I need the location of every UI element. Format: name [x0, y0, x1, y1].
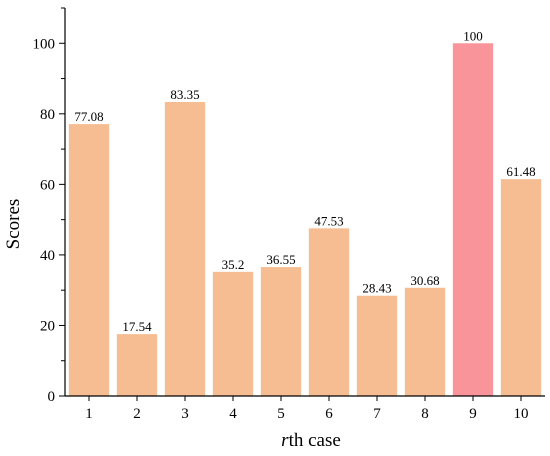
data-label-2: 17.54 — [122, 319, 152, 334]
y-tick-label-20: 20 — [40, 318, 55, 334]
y-tick-label-80: 80 — [40, 107, 55, 123]
data-label-10: 61.48 — [506, 164, 535, 179]
x-tick-label-7: 7 — [373, 406, 381, 422]
x-tick-label-5: 5 — [277, 406, 285, 422]
y-tick-label-60: 60 — [40, 177, 55, 193]
bar-3 — [164, 102, 206, 396]
data-label-3: 83.35 — [170, 87, 199, 102]
y-tick-label-100: 100 — [33, 36, 56, 52]
bars-group — [68, 43, 542, 396]
x-tick-label-4: 4 — [229, 406, 237, 422]
x-tick-label-1: 1 — [85, 406, 93, 422]
x-axis-label-italic: r — [281, 430, 289, 451]
data-label-8: 30.68 — [410, 273, 439, 288]
bar-7 — [356, 295, 398, 396]
bar-4 — [212, 271, 254, 396]
data-label-5: 36.55 — [266, 252, 295, 267]
bar-2 — [116, 334, 158, 396]
bar-6 — [308, 228, 350, 396]
data-label-1: 77.08 — [74, 109, 103, 124]
data-label-7: 28.43 — [362, 281, 391, 296]
x-tick-label-10: 10 — [514, 406, 529, 422]
x-tick-label-9: 9 — [469, 406, 477, 422]
bar-10 — [500, 179, 542, 396]
x-tick-label-6: 6 — [325, 406, 333, 422]
x-tick-label-8: 8 — [421, 406, 429, 422]
y-axis-label: Scores — [3, 199, 24, 250]
data-label-4: 35.2 — [222, 257, 245, 272]
y-tick-label-40: 40 — [40, 248, 55, 264]
y-tick-label-0: 0 — [48, 389, 56, 405]
x-tick-label-3: 3 — [181, 406, 189, 422]
bar-9 — [452, 43, 494, 396]
data-label-6: 47.53 — [314, 213, 343, 228]
bar-1 — [68, 124, 110, 396]
data-labels-group: 77.08 17.54 83.35 35.2 36.55 47.53 28.43 30.68 1… — [74, 28, 535, 334]
x-axis-label: rth case — [281, 430, 341, 451]
axes-group: 0 20 40 60 80 100 1 2 3 4 5 6 7 8 9 10 — [33, 7, 545, 422]
data-label-9: 100 — [463, 28, 483, 43]
x-axis-label-rest: th case — [289, 430, 341, 451]
x-tick-label-2: 2 — [133, 406, 141, 422]
bar-8 — [404, 287, 446, 396]
bar-5 — [260, 267, 302, 396]
